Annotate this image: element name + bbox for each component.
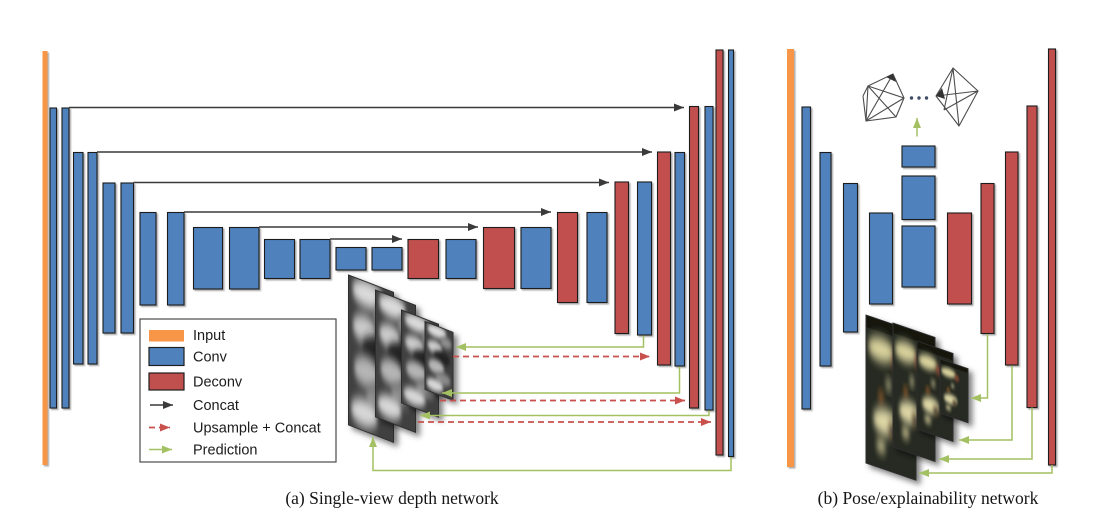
deconv-layer-bar <box>688 105 700 409</box>
deconv-layer-bar <box>1004 151 1019 366</box>
input-bar <box>42 51 48 465</box>
conv-layer-bar <box>263 238 296 280</box>
legend-label-concat: Concat <box>193 398 239 414</box>
conv-layer-bar <box>520 226 552 290</box>
legend-swatch-input <box>149 330 184 342</box>
conv-layer-bar <box>102 182 116 334</box>
prediction-arrow <box>919 465 1053 477</box>
conv-layer-bar <box>868 212 894 305</box>
deconv-layer-bar <box>407 238 440 280</box>
depth-network-diagram: Input Conv Deconv Concat Upsample + Conc… <box>42 49 735 508</box>
conv-layer-bar <box>801 106 812 410</box>
depth-map-image <box>424 320 454 401</box>
conv-layer-bar <box>674 151 686 367</box>
prediction-arrow <box>939 407 1033 463</box>
conv-layer-bar <box>445 238 477 280</box>
deconv-layer-bar <box>946 212 973 305</box>
deconv-layer-bar <box>715 49 724 456</box>
pose-network-diagram: (b) Pose/explainability network <box>787 48 1057 508</box>
conv-layer-bar <box>228 226 260 290</box>
conv-layer-bar <box>636 181 653 336</box>
caption-pose-network: (b) Pose/explainability network <box>818 488 1039 508</box>
legend: Input Conv Deconv Concat Upsample + Conc… <box>139 318 337 463</box>
conv-layer-bar <box>704 105 714 411</box>
conv-layer-bar <box>120 182 135 334</box>
conv-layer-bar <box>842 182 859 333</box>
prediction-arrow <box>971 334 989 402</box>
conv-layer-bar <box>139 211 157 306</box>
conv-layer-bar <box>371 246 403 271</box>
conv-layer-bar <box>72 151 84 365</box>
caption-depth-network: (a) Single-view depth network <box>285 488 499 508</box>
camera-frustum-icon <box>862 73 905 122</box>
legend-swatch-deconv <box>148 372 185 391</box>
conv-layer-bar <box>87 151 98 365</box>
input-bar <box>787 49 794 467</box>
prediction-arrow <box>959 365 1013 444</box>
prediction-arrow <box>369 437 732 472</box>
pose-head-block <box>901 175 936 221</box>
deconv-layer-bar <box>656 151 672 366</box>
conv-layer-bar <box>299 238 331 280</box>
conv-layer-bar <box>49 107 58 409</box>
prediction-arrow <box>442 366 681 397</box>
pose-head-block <box>901 145 936 168</box>
legend-swatch-conv <box>148 346 185 367</box>
legend-label-deconv: Deconv <box>193 375 243 391</box>
deconv-layer-bar <box>980 182 995 335</box>
conv-layer-bar <box>335 246 367 271</box>
ellipsis-dots <box>909 96 929 100</box>
conv-layer-bar <box>819 151 832 367</box>
camera-frustum-icon <box>935 67 979 127</box>
conv-layer-bar <box>166 211 185 306</box>
prediction-arrow <box>420 410 710 420</box>
deconv-layer-bar <box>1026 105 1038 409</box>
deconv-layer-bar <box>1047 48 1057 466</box>
legend-label-upsample: Upsample + Concat <box>193 421 321 437</box>
legend-label-prediction: Prediction <box>193 443 257 459</box>
deconv-layer-bar <box>614 181 630 335</box>
deconv-layer-bar <box>556 211 579 304</box>
deconv-layer-bar <box>482 226 516 290</box>
conv-layer-bar <box>727 49 735 458</box>
conv-layer-bar <box>61 107 70 409</box>
pose-head-block <box>901 225 936 288</box>
legend-label-conv: Conv <box>193 350 228 366</box>
legend-label-input: Input <box>193 328 225 344</box>
conv-layer-bar <box>192 226 224 290</box>
explainability-mask-image <box>939 358 969 424</box>
conv-layer-bar <box>586 211 608 304</box>
prediction-arrow <box>456 335 645 351</box>
